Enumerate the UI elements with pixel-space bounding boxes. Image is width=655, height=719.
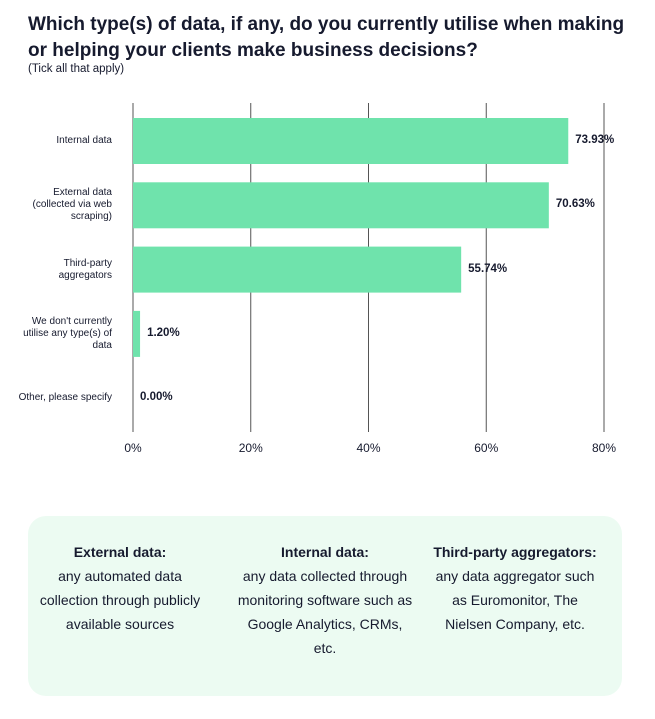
definition-third-party: Third-party aggregators: any data aggreg… xyxy=(430,540,600,636)
value-label: 1.20% xyxy=(147,326,180,339)
category-label: External data (collected via web scrapin… xyxy=(32,187,112,223)
category-label: Other, please specify xyxy=(18,392,112,404)
value-label: 70.63% xyxy=(555,198,595,211)
definitions-panel: External data: any automated data collec… xyxy=(28,516,622,696)
definition-term: Internal data: xyxy=(281,544,369,560)
definition-text: any data aggregator such as Euromonitor,… xyxy=(435,568,595,632)
x-tick-label: 60% xyxy=(474,441,499,455)
chart-title: Which type(s) of data, if any, do you cu… xyxy=(28,14,625,61)
value-label: 55.74% xyxy=(468,262,508,275)
bar xyxy=(133,118,569,164)
definition-text: any automated data collection through pu… xyxy=(39,568,201,632)
value-label: 0.00% xyxy=(140,391,173,404)
category-label: Internal data xyxy=(56,135,112,146)
definition-term: External data: xyxy=(73,544,167,560)
category-label: Third-party aggregators xyxy=(58,257,112,281)
chart-subtitle: (Tick all that apply) xyxy=(28,63,125,75)
category-label: We don't currently utilise any type(s) o… xyxy=(23,315,112,351)
bar xyxy=(133,182,549,229)
value-label: 73.93% xyxy=(575,134,615,146)
x-tick-label: 20% xyxy=(238,441,263,455)
x-tick-label: 80% xyxy=(591,441,617,455)
x-tick-label: 0% xyxy=(124,441,142,455)
definition-text: any data collected through monitoring so… xyxy=(237,568,413,656)
bar xyxy=(133,246,462,293)
bar-chart xyxy=(132,103,605,432)
definition-internal: Internal data: any data collected throug… xyxy=(235,540,415,660)
definition-term: Third-party aggregators: xyxy=(433,544,597,560)
x-tick-label: 40% xyxy=(356,441,381,455)
bar xyxy=(133,310,141,357)
definition-external: External data: any automated data collec… xyxy=(30,540,210,636)
